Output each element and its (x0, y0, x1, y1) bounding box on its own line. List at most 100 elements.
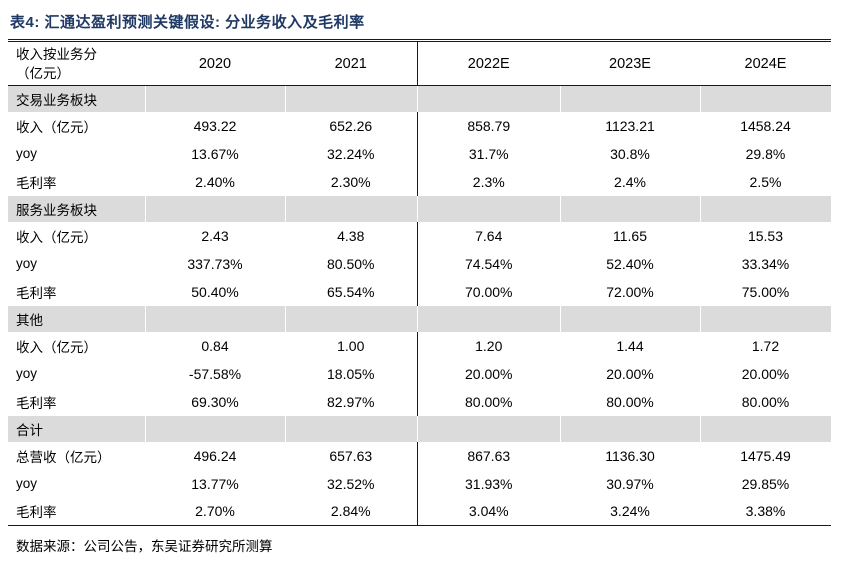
section-label: 服务业务板块 (8, 195, 146, 222)
cell-value: 2.43 (201, 227, 229, 244)
section-label: 其他 (8, 305, 146, 332)
cell-value: 31.7% (416, 139, 560, 168)
section-band-cell (416, 85, 561, 112)
cell-value: 74.54% (416, 249, 560, 278)
row-label: yoy (16, 256, 38, 271)
section-band-cell (700, 305, 831, 332)
cell-value: 652.26 (329, 117, 373, 134)
cell-value: 80.00% (606, 393, 654, 410)
row-label: 收入（亿元） (16, 229, 97, 245)
cell-value: 80.50% (327, 255, 375, 272)
table-header-row: 收入按业务分 （亿元） 2020 2021 2022E 2023E 2024E (8, 39, 831, 86)
section-band-row: 交易业务板块 (8, 85, 831, 112)
cell-value: 69.30% (191, 393, 239, 410)
table-row: 收入（亿元） 2.43 4.38 7.64 11.65 15.53 (8, 221, 831, 250)
table-row: 收入（亿元） 0.84 1.00 1.20 1.44 1.72 (8, 331, 831, 360)
cell-value: 13.67% (191, 145, 239, 162)
cell-value: 858.79 (416, 111, 560, 140)
section-band-cell (145, 85, 286, 112)
row-label: 毛利率 (8, 497, 145, 526)
cell-value: 30.97% (606, 475, 654, 492)
cell-value: 82.97% (327, 393, 375, 410)
cell-value: 20.00% (416, 359, 560, 388)
table-row: 毛利率 50.40% 65.54% 70.00% 72.00% 75.00% (8, 277, 831, 306)
section-band-row: 服务业务板块 (8, 195, 831, 222)
cell-value: 20.00% (606, 365, 654, 382)
year-header-2020: 2020 (145, 39, 285, 86)
cell-value: 1123.21 (605, 117, 655, 134)
cell-value: 1.72 (751, 337, 780, 354)
section-band-cell (416, 415, 561, 442)
cell-value: 0.84 (201, 337, 229, 354)
cell-value: 29.85% (741, 475, 790, 492)
cell-value: 15.53 (747, 227, 784, 244)
table-row: yoy 13.67% 32.24% 31.7% 30.8% 29.8% (8, 139, 831, 168)
cell-value: 50.40% (191, 283, 239, 300)
cell-value: 2.70% (145, 497, 285, 526)
cell-value: 2.30% (330, 173, 371, 190)
cell-value: 30.8% (610, 145, 650, 162)
cell-value: 80.00% (741, 393, 790, 410)
section-band-cell (560, 195, 701, 222)
cell-value: 11.65 (613, 227, 647, 244)
data-source-note: 数据来源：公司公告，东吴证券研究所测算 (16, 539, 273, 554)
cell-value: 31.93% (416, 469, 560, 498)
section-band-cell (285, 195, 418, 222)
cell-value: -57.58% (188, 365, 242, 382)
cell-value: 2.40% (195, 173, 235, 190)
cell-value: 65.54% (327, 283, 375, 300)
row-label: 毛利率 (16, 175, 57, 191)
table-row: 收入（亿元） 493.22 652.26 858.79 1123.21 1458.24 (8, 111, 831, 140)
cell-value: 18.05% (327, 365, 375, 382)
row-label: 收入（亿元） (16, 119, 97, 135)
cell-value: 4.38 (337, 227, 365, 244)
section-band-cell (700, 415, 831, 442)
cell-value: 80.00% (416, 387, 560, 416)
section-band-cell (285, 415, 418, 442)
cell-value: 72.00% (606, 283, 654, 300)
section-band-cell (560, 85, 701, 112)
row-label: 收入（亿元） (16, 339, 97, 355)
cell-value: 20.00% (741, 365, 790, 382)
cell-value: 75.00% (741, 283, 790, 300)
cell-value: 2.84% (285, 497, 417, 526)
section-band-cell (560, 305, 701, 332)
cell-value: 3.24% (560, 497, 700, 526)
section-band-cell (700, 195, 831, 222)
cell-value: 657.63 (329, 447, 373, 464)
cell-value: 1.00 (337, 337, 365, 354)
cell-value: 13.77% (191, 475, 239, 492)
cell-value: 1458.24 (740, 117, 791, 134)
section-band-row: 合计 (8, 415, 831, 442)
cell-value: 2.3% (416, 167, 560, 196)
table-row: 总营收（亿元） 496.24 657.63 867.63 1136.30 1475.49 (8, 441, 831, 470)
header-label-line1: 收入按业务分 (16, 46, 97, 62)
cell-value: 337.73% (187, 255, 243, 272)
cell-value: 32.24% (327, 145, 375, 162)
section-band-cell (145, 305, 286, 332)
header-label-line2: （亿元） (16, 65, 70, 81)
table-row: yoy -57.58% 18.05% 20.00% 20.00% 20.00% (8, 359, 831, 388)
section-band-cell (285, 305, 418, 332)
year-header-2021: 2021 (285, 39, 417, 86)
cell-value: 3.38% (700, 497, 831, 526)
row-label: yoy (16, 366, 38, 381)
cell-value: 52.40% (606, 255, 654, 272)
row-label: yoy (16, 146, 38, 161)
cell-value: 2.5% (749, 173, 782, 190)
cell-value: 1.20 (416, 331, 560, 360)
cell-value: 1136.30 (605, 447, 655, 464)
table-row: 毛利率 2.40% 2.30% 2.3% 2.4% 2.5% (8, 167, 831, 196)
table-title: 表4: 汇通达盈利预测关键假设: 分业务收入及毛利率 (10, 14, 365, 31)
year-header-2023e: 2023E (560, 39, 700, 86)
row-label: 毛利率 (16, 285, 57, 301)
cell-value: 33.34% (741, 255, 790, 272)
forecast-table: 收入按业务分 （亿元） 2020 2021 2022E 2023E 2024E … (8, 39, 831, 526)
cell-value: 29.8% (745, 145, 786, 162)
row-label: 毛利率 (16, 395, 57, 411)
cell-value: 1.44 (616, 337, 644, 354)
year-header-2022e: 2022E (416, 39, 560, 86)
section-band-cell (560, 415, 701, 442)
section-band-cell (285, 85, 418, 112)
cell-value: 2.4% (614, 173, 646, 190)
